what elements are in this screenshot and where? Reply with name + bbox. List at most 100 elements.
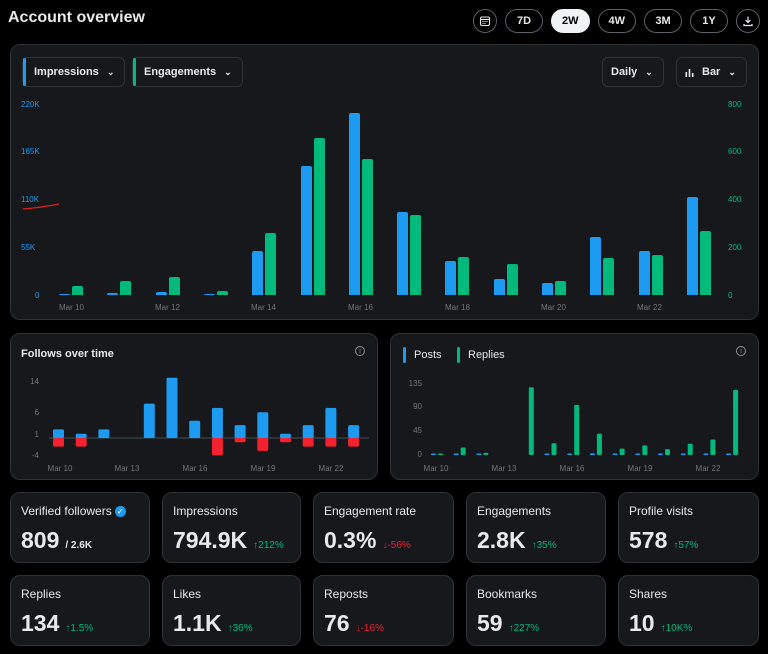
bar-follows-mar-21[interactable] — [302, 425, 314, 438]
bar-posts-mar-20[interactable] — [658, 453, 663, 456]
bar-engagements-mar-15[interactable] — [313, 137, 325, 295]
calendar-button[interactable] — [473, 9, 497, 33]
bar-follows-mar-22[interactable] — [325, 407, 337, 438]
bar-engagements-mar-22[interactable] — [651, 254, 663, 295]
bar-follows-mar-18[interactable] — [234, 425, 246, 438]
bar-posts-mar-22[interactable] — [703, 453, 709, 456]
bar-replies-mar-18[interactable] — [619, 448, 625, 455]
bar-follows-mar-20[interactable] — [280, 433, 291, 438]
metric1-dropdown[interactable]: Impressions ⌄ — [22, 57, 126, 87]
stat-verified-followers[interactable]: Verified followers ✓ 809 / 2.6K — [10, 492, 150, 563]
bar-posts-mar-11[interactable] — [453, 453, 459, 456]
bar-unfollows-mar-23[interactable] — [348, 438, 360, 447]
bar-unfollows-mar-21[interactable] — [302, 438, 314, 447]
download-button[interactable] — [736, 9, 760, 33]
bar-follows-mar-14[interactable] — [143, 403, 155, 438]
bar-replies-mar-10[interactable] — [438, 453, 443, 456]
bar-replies-mar-16[interactable] — [574, 404, 580, 455]
bar-unfollows-mar-11[interactable] — [75, 438, 87, 447]
bar-engagements-mar-20[interactable] — [555, 280, 566, 295]
bar-engagements-mar-23[interactable] — [699, 231, 711, 295]
bar-replies-mar-20[interactable] — [665, 449, 670, 455]
bar-follows-mar-17[interactable] — [211, 407, 223, 438]
bar-replies-mar-17[interactable] — [596, 433, 602, 455]
bar-engagements-mar-10[interactable] — [72, 285, 83, 295]
bar-engagements-mar-17[interactable] — [410, 214, 422, 295]
bar-impressions-mar-22[interactable] — [638, 251, 650, 295]
bar-posts-mar-21[interactable] — [680, 453, 686, 456]
bar-follows-mar-16[interactable] — [189, 420, 201, 438]
bar-replies-mar-23[interactable] — [733, 389, 739, 455]
bar-impressions-mar-12[interactable] — [155, 291, 167, 295]
bar-impressions-mar-15[interactable] — [300, 165, 312, 295]
stat-likes[interactable]: Likes 1.1K ↑36% — [162, 575, 301, 646]
bar-impressions-mar-18[interactable] — [445, 260, 457, 295]
bar-posts-mar-12[interactable] — [476, 453, 482, 456]
bar-impressions-mar-23[interactable] — [686, 197, 698, 295]
chart-type-dropdown[interactable]: Bar ⌄ — [676, 57, 747, 87]
bar-replies-mar-11[interactable] — [460, 447, 466, 455]
bar-replies-mar-19[interactable] — [642, 445, 648, 455]
bar-impressions-mar-19[interactable] — [493, 279, 505, 295]
metric2-dropdown[interactable]: Engagements ⌄ — [132, 57, 243, 87]
bar-impressions-mar-10[interactable] — [59, 293, 70, 295]
bar-replies-mar-21[interactable] — [687, 443, 693, 455]
bar-follows-mar-12[interactable] — [98, 429, 110, 438]
bar-posts-mar-18[interactable] — [612, 453, 618, 456]
bar-engagements-mar-21[interactable] — [603, 257, 615, 295]
bar-replies-mar-14[interactable] — [528, 387, 534, 455]
bar-engagements-mar-13[interactable] — [216, 291, 228, 295]
bar-engagements-mar-16[interactable] — [361, 159, 373, 295]
bar-impressions-mar-20[interactable] — [542, 282, 553, 295]
bar-engagements-mar-19[interactable] — [506, 263, 518, 295]
bar-replies-mar-12[interactable] — [483, 452, 489, 455]
bar-impressions-mar-21[interactable] — [590, 236, 602, 295]
bar-impressions-mar-14[interactable] — [252, 251, 264, 295]
bar-engagements-mar-18[interactable] — [458, 257, 470, 295]
bar-posts-mar-10[interactable] — [431, 453, 436, 456]
stat-engagement-rate[interactable]: Engagement rate 0.3% ↓-56% — [313, 492, 454, 563]
bar-unfollows-mar-18[interactable] — [234, 438, 246, 443]
bar-impressions-mar-16[interactable] — [348, 113, 360, 295]
bar-follows-mar-10[interactable] — [53, 429, 64, 438]
bar-posts-mar-15[interactable] — [544, 453, 550, 456]
range-2w-button[interactable]: 2W — [551, 9, 590, 33]
info-icon[interactable]: i — [355, 346, 365, 356]
stat-shares[interactable]: Shares 10 ↑10K% — [618, 575, 759, 646]
bar-impressions-mar-11[interactable] — [107, 293, 119, 295]
stat-bookmarks[interactable]: Bookmarks 59 ↑227% — [466, 575, 606, 646]
bar-unfollows-mar-10[interactable] — [53, 438, 64, 447]
bar-follows-mar-19[interactable] — [257, 412, 269, 438]
bar-impressions-mar-13[interactable] — [203, 293, 215, 295]
stat-replies[interactable]: Replies 134 ↑1.5% — [10, 575, 150, 646]
range-7d-button[interactable]: 7D — [505, 9, 543, 33]
bar-posts-mar-19[interactable] — [635, 453, 641, 456]
posts-legend[interactable]: Posts — [403, 346, 446, 364]
bar-follows-mar-15[interactable] — [166, 377, 178, 438]
interval-dropdown[interactable]: Daily ⌄ — [602, 57, 664, 87]
bar-engagements-mar-11[interactable] — [120, 281, 132, 295]
bar-posts-mar-17[interactable] — [589, 453, 595, 455]
bar-unfollows-mar-20[interactable] — [280, 438, 291, 443]
bar-posts-mar-23[interactable] — [726, 453, 732, 456]
bar-impressions-mar-17[interactable] — [397, 212, 409, 295]
range-1y-button[interactable]: 1Y — [690, 9, 728, 33]
bar-engagements-mar-14[interactable] — [265, 232, 277, 295]
bar-replies-mar-15[interactable] — [551, 443, 557, 455]
bar-unfollows-mar-17[interactable] — [211, 438, 223, 456]
info-icon[interactable]: i — [736, 346, 746, 356]
bar-posts-mar-16[interactable] — [567, 453, 573, 456]
range-4w-button[interactable]: 4W — [597, 9, 636, 33]
bar-engagements-mar-12[interactable] — [168, 277, 180, 295]
stat-impressions[interactable]: Impressions 794.9K ↑212% — [162, 492, 301, 563]
stat-reposts[interactable]: Reposts 76 ↓-16% — [313, 575, 454, 646]
range-3m-button[interactable]: 3M — [644, 9, 682, 33]
stat-profile-visits[interactable]: Profile visits 578 ↑57% — [618, 492, 759, 563]
bar-unfollows-mar-19[interactable] — [257, 438, 269, 451]
bar-replies-mar-22[interactable] — [710, 439, 716, 455]
bar-follows-mar-11[interactable] — [75, 433, 87, 438]
bar-follows-mar-23[interactable] — [348, 425, 360, 438]
stat-engagements[interactable]: Engagements 2.8K ↑35% — [466, 492, 606, 563]
bar-unfollows-mar-22[interactable] — [325, 438, 337, 447]
replies-legend[interactable]: Replies — [457, 346, 509, 364]
